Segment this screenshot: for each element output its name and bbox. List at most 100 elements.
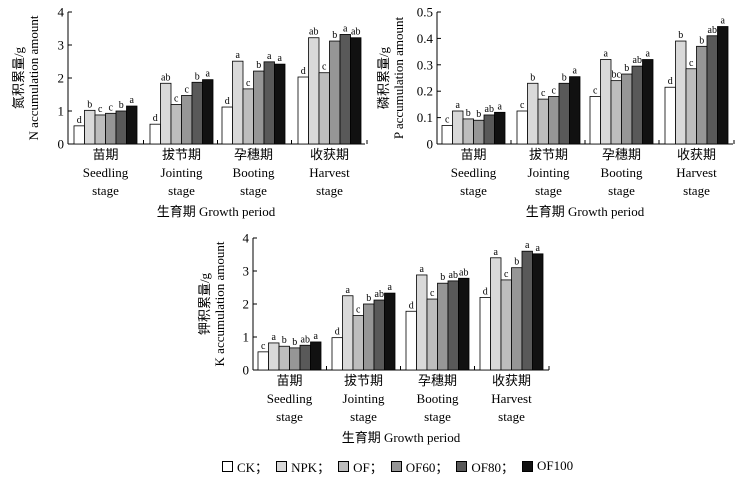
- p-category-label-stage: stage: [608, 183, 635, 198]
- k-bar-npk: [342, 295, 354, 371]
- k-bar-of60: [363, 303, 375, 371]
- k-category-label-stage: stage: [276, 409, 303, 424]
- n-sig-label: b: [195, 71, 200, 82]
- n-y-tick-label: 0: [58, 137, 65, 152]
- k-sig-label: ab: [375, 289, 384, 300]
- n-bar-of80: [115, 110, 127, 145]
- p-sig-label: a: [498, 101, 503, 112]
- n-sig-label: a: [236, 50, 241, 61]
- p-sig-label: a: [604, 49, 609, 60]
- k-sig-label: b: [440, 272, 445, 283]
- p-category-label-cn: 拔节期: [529, 147, 568, 162]
- k-bar-of80: [373, 299, 385, 371]
- k-category-label-stage: stage: [350, 409, 377, 424]
- p-bar-npk: [600, 59, 612, 145]
- p-y-axis-title-cn: 磷积累量/g: [376, 46, 391, 109]
- p-category-label-cn: 苗期: [460, 147, 486, 162]
- n-sig-label: c: [109, 102, 114, 113]
- n-category-label-stage: stage: [240, 183, 267, 198]
- p-y-tick-label: 0.3: [417, 57, 433, 72]
- p-category-label-en: Booting: [601, 165, 643, 180]
- k-sig-label: a: [525, 240, 530, 251]
- k-category-label-cn: 收获期: [492, 373, 531, 388]
- n-sig-label: c: [322, 62, 327, 73]
- p-category-label-en: Harvest: [676, 165, 717, 180]
- p-sig-label: ab: [633, 55, 642, 66]
- p-y-tick-label: 0: [427, 137, 434, 152]
- n-bar-of60: [181, 95, 193, 145]
- k-y-tick-label: 3: [243, 264, 250, 279]
- p-x-axis-title: 生育期 Growth period: [526, 204, 645, 219]
- legend-swatch-ck: [222, 460, 233, 472]
- k-bar-of100: [384, 292, 396, 371]
- k-category-label-en: Jointing: [343, 391, 385, 406]
- n-bar-of: [94, 114, 106, 145]
- n-category-label-cn: 收获期: [310, 147, 349, 162]
- n-bar-of80: [191, 81, 203, 145]
- p-y-tick-label: 0.2: [417, 84, 433, 99]
- p-bar-of100: [494, 111, 506, 145]
- p-category-label-en: Jointing: [528, 165, 570, 180]
- p-bar-npk: [675, 40, 687, 145]
- n-bar-of100: [274, 63, 286, 145]
- n-sig-label: a: [267, 51, 272, 62]
- p-sig-label: ab: [485, 104, 494, 115]
- n-y-axis-title-en: N accumulation amount: [26, 15, 41, 140]
- p-category-label-stage: stage: [460, 183, 487, 198]
- k-y-axis-title-cn: 钾积累量/g: [197, 272, 212, 335]
- k-sig-label: b: [366, 293, 371, 304]
- n-sig-label: c: [98, 104, 103, 115]
- k-bar-of80: [521, 250, 533, 371]
- n-sig-label: d: [77, 115, 82, 126]
- n-bar-of100: [202, 79, 214, 145]
- k-bar-npk: [490, 257, 502, 371]
- k-y-tick-label: 1: [243, 330, 250, 345]
- n-bar-of100: [350, 37, 362, 145]
- k-sig-label: ab: [301, 334, 310, 345]
- p-bar-npk: [452, 110, 464, 145]
- k-sig-label: a: [420, 264, 425, 275]
- k-y-tick-label: 2: [243, 297, 250, 312]
- k-bar-of: [352, 315, 364, 371]
- p-sig-label: c: [689, 58, 694, 69]
- n-bar-ck: [297, 76, 309, 145]
- p-y-tick-label: 0.1: [417, 110, 433, 125]
- p-sig-label: a: [456, 100, 461, 111]
- p-sig-label: c: [445, 115, 450, 126]
- n-y-tick-label: 3: [58, 38, 65, 53]
- p-sig-label: c: [520, 100, 525, 111]
- n-y-tick-label: 4: [58, 5, 65, 20]
- k-sig-label: a: [536, 243, 541, 254]
- k-bar-of100: [532, 253, 544, 371]
- n-bar-npk: [160, 82, 172, 145]
- p-sig-label: a: [721, 16, 726, 27]
- k-bar-ck: [405, 310, 417, 371]
- n-bar-of60: [253, 70, 265, 145]
- k-sig-label: b: [514, 257, 519, 268]
- k-sig-label: c: [356, 305, 361, 316]
- n-sig-label: a: [206, 69, 211, 80]
- p-sig-label: b: [562, 72, 567, 83]
- p-category-label-stage: stage: [535, 183, 562, 198]
- n-category-label-cn: 孕穗期: [234, 147, 273, 162]
- p-bar-of60: [621, 73, 633, 145]
- p-sig-label: a: [573, 66, 578, 77]
- n-sig-label: a: [278, 53, 283, 64]
- k-y-tick-label: 4: [243, 231, 250, 246]
- n-category-label-en: Seedling: [83, 165, 129, 180]
- legend-label-of60: OF60；: [405, 459, 449, 475]
- n-sig-label: a: [343, 23, 348, 34]
- n-sig-label: d: [153, 113, 158, 124]
- legend-item-of60: OF60；: [390, 457, 449, 476]
- n-bar-ck: [149, 123, 161, 145]
- p-sig-label: b: [699, 35, 704, 46]
- k-bar-ck: [479, 296, 491, 371]
- n-category-label-cn: 拔节期: [162, 147, 201, 162]
- k-y-axis-title: 钾积累量/gK accumulation amount: [197, 241, 227, 366]
- n-sig-label: d: [225, 96, 230, 107]
- legend-swatch-of80: [456, 460, 468, 472]
- p-y-tick-label: 0.4: [417, 31, 434, 46]
- legend-item-of80: OF80；: [456, 457, 514, 476]
- n-category-label-en: Jointing: [161, 165, 203, 180]
